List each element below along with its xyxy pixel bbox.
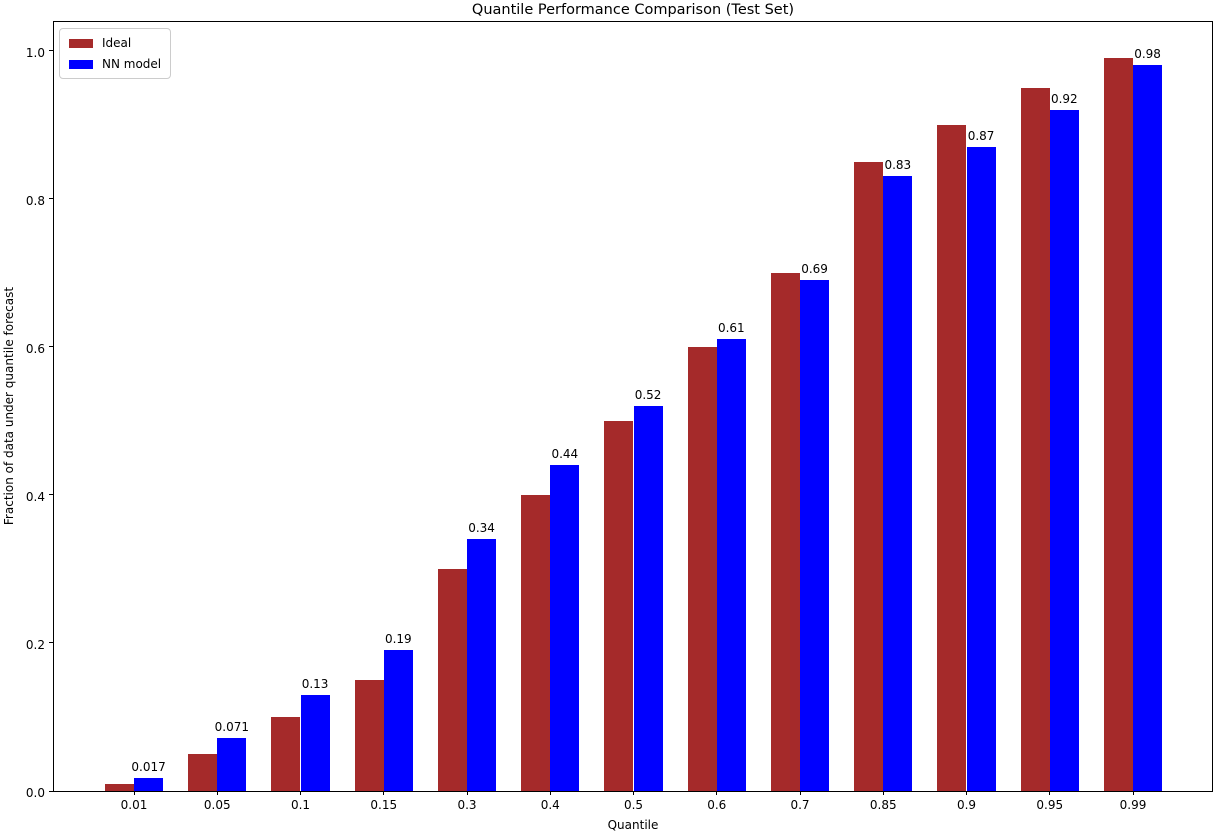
y-axis-tick-label: 0.0 <box>25 786 45 800</box>
x-axis-tick-label: 0.99 <box>1119 798 1147 812</box>
bar-ideal <box>937 124 967 791</box>
bar-nn-model <box>467 539 497 791</box>
x-axis-tick-label: 0.05 <box>203 798 231 812</box>
bar-value-label: 0.071 <box>214 720 249 735</box>
x-axis-tick-label: 0.01 <box>120 798 148 812</box>
bar-nn-model <box>883 176 913 791</box>
x-axis-tick-label: 0.4 <box>540 798 560 812</box>
x-axis-tick <box>216 791 218 795</box>
bar-value-label: 0.13 <box>301 676 329 691</box>
x-axis-tick <box>383 791 385 795</box>
bar-value-label: 0.92 <box>1050 91 1078 106</box>
x-axis-tick-label: 0.6 <box>707 798 727 812</box>
bar-ideal <box>1020 87 1050 791</box>
x-axis-tick <box>716 791 718 795</box>
bar-ideal <box>854 161 884 791</box>
bar-value-label: 0.98 <box>1134 47 1161 62</box>
x-axis-tick-label: 0.1 <box>290 798 311 812</box>
x-axis-tick <box>966 791 967 795</box>
x-axis-tick <box>466 791 468 795</box>
y-axis-tick-label: 0.2 <box>25 637 45 652</box>
bar-ideal <box>271 716 301 791</box>
y-axis-tick <box>49 50 53 51</box>
y-axis-label: Fraction of data under quantile forecast <box>2 286 16 526</box>
bar-ideal <box>104 783 134 791</box>
x-axis-tick <box>300 791 301 795</box>
bar-nn-model <box>966 146 996 791</box>
x-axis-tick-label: 0.5 <box>623 798 644 812</box>
y-axis-tick <box>49 790 53 792</box>
bar-ideal <box>770 272 800 791</box>
x-axis-tick-label: 0.15 <box>370 798 398 812</box>
legend: Ideal NN model <box>59 28 172 79</box>
bar-value-label: 0.19 <box>384 632 412 647</box>
y-axis-tick-label: 0.8 <box>25 193 45 208</box>
x-axis-tick-label: 0.3 <box>457 798 477 812</box>
bar-ideal <box>437 568 467 791</box>
x-axis-tick <box>1049 791 1051 795</box>
bar-nn-model <box>300 694 330 791</box>
plot-area: Ideal NN model 0.0 0.2 0.4 0.6 0.8 1.0 0.017 0.… <box>26 21 1213 812</box>
bar-value-label: 0.017 <box>131 760 166 775</box>
x-axis-tick <box>633 791 634 795</box>
bar-nn-model <box>716 339 746 791</box>
bar-nn-model <box>633 405 663 791</box>
y-axis-tick <box>49 642 53 644</box>
bar-value-label: 0.87 <box>967 128 995 143</box>
x-axis-tick-label: 0.95 <box>1036 798 1064 812</box>
bar-ideal <box>188 753 218 791</box>
bar-value-label: 0.69 <box>801 262 828 277</box>
legend-label-ideal: Ideal <box>102 36 132 50</box>
x-axis-tick-label: 0.9 <box>956 798 977 812</box>
bar-value-label: 0.52 <box>634 387 662 402</box>
y-axis-tick <box>49 346 53 348</box>
bar-value-label: 0.44 <box>551 447 579 462</box>
bar-ideal <box>604 420 634 791</box>
bar-value-label: 0.61 <box>717 321 745 336</box>
legend-swatch-nn-model <box>69 59 93 69</box>
x-axis-tick <box>1132 791 1134 795</box>
x-axis-tick <box>133 791 135 795</box>
bar-ideal <box>687 346 717 791</box>
chart-title: Quantile Performance Comparison (Test Se… <box>471 2 795 18</box>
bar-nn-model <box>550 465 580 791</box>
bar-value-label: 0.83 <box>884 158 912 173</box>
bar-nn-model <box>800 280 830 791</box>
bar-ideal <box>354 679 384 791</box>
y-axis-tick-label: 0.4 <box>25 489 45 504</box>
bar-nn-model <box>383 650 413 791</box>
bar-ideal <box>1103 57 1133 791</box>
y-axis-tick <box>49 198 53 200</box>
bar-nn-model <box>1133 65 1163 791</box>
y-axis-tick-label: 0.6 <box>25 341 45 356</box>
x-axis-label: Quantile <box>607 818 659 832</box>
legend-label-nn-model: NN model <box>102 57 162 71</box>
bar-value-label: 0.34 <box>468 521 495 536</box>
y-axis-tick <box>49 494 53 496</box>
x-axis-tick <box>799 791 801 795</box>
legend-swatch-ideal <box>69 38 93 48</box>
legend-entry-nn-model: NN model <box>69 57 161 71</box>
y-axis-tick-label: 1.0 <box>25 45 45 60</box>
x-axis-tick <box>549 791 551 795</box>
bar-nn-model <box>134 778 164 791</box>
x-axis-tick <box>882 791 884 795</box>
x-axis-tick-label: 0.85 <box>869 798 897 812</box>
bar-nn-model <box>1049 109 1079 791</box>
legend-entry-ideal: Ideal <box>69 36 161 50</box>
bar-nn-model <box>217 738 247 791</box>
bar-ideal <box>521 494 551 791</box>
x-axis-tick-label: 0.7 <box>790 798 810 812</box>
